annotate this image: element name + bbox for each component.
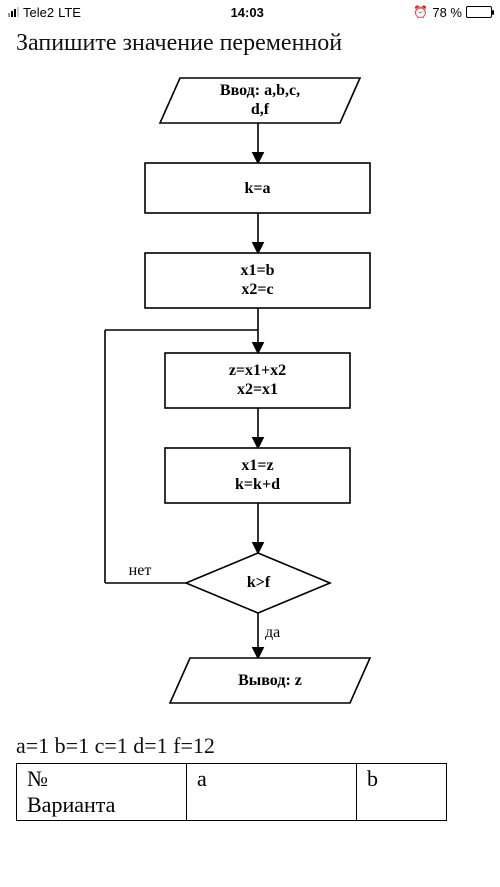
cell-variant: № Варианта [17, 764, 187, 821]
flowchart: Ввод: a,b,c, d,f k=a x1=b x2=c z=x1+x2 x… [0, 63, 500, 733]
zcalc-line2: x2=x1 [165, 380, 350, 399]
node-x1x2-text: x1=b x2=c [145, 261, 370, 299]
x1z-line2: k=k+d [165, 475, 350, 494]
x1x2-line1: x1=b [145, 261, 370, 280]
clock: 14:03 [231, 5, 264, 20]
node-decision-text: k>f [186, 573, 331, 592]
x1z-line1: x1=z [165, 456, 350, 475]
battery-pct: 78 % [432, 5, 462, 20]
node-zcalc-text: z=x1+x2 x2=x1 [165, 361, 350, 399]
data-table: № Варианта a b [16, 763, 447, 821]
node-x1z-text: x1=z k=k+d [165, 456, 350, 494]
cell-variant-l2: Варианта [27, 792, 176, 818]
x1x2-line2: x2=c [145, 280, 370, 299]
node-ka-text: k=a [145, 179, 370, 198]
cell-a: a [187, 764, 357, 821]
alarm-icon: ⏰ [413, 5, 428, 19]
zcalc-line1: z=x1+x2 [165, 361, 350, 380]
battery-icon [466, 6, 492, 18]
carrier-label: Tele2 [23, 5, 54, 20]
cell-b: b [357, 764, 447, 821]
status-bar: Tele2 LTE 14:03 ⏰ 78 % [0, 0, 500, 24]
label-no: нет [115, 561, 165, 580]
table-row: № Варианта a b [17, 764, 447, 821]
cell-variant-l1: № [27, 766, 176, 792]
input-line1: Ввод: a,b,c, [160, 81, 360, 100]
status-left: Tele2 LTE [8, 5, 81, 20]
label-yes: да [265, 623, 305, 642]
node-input-text: Ввод: a,b,c, d,f [160, 81, 360, 119]
param-line: a=1 b=1 c=1 d=1 f=12 [0, 733, 500, 759]
input-line2: d,f [160, 100, 360, 119]
node-output-text: Вывод: z [170, 671, 370, 690]
network-label: LTE [58, 5, 81, 20]
page-title: Запишите значение переменной [0, 24, 500, 63]
signal-icon [8, 7, 19, 17]
status-right: ⏰ 78 % [413, 5, 492, 20]
